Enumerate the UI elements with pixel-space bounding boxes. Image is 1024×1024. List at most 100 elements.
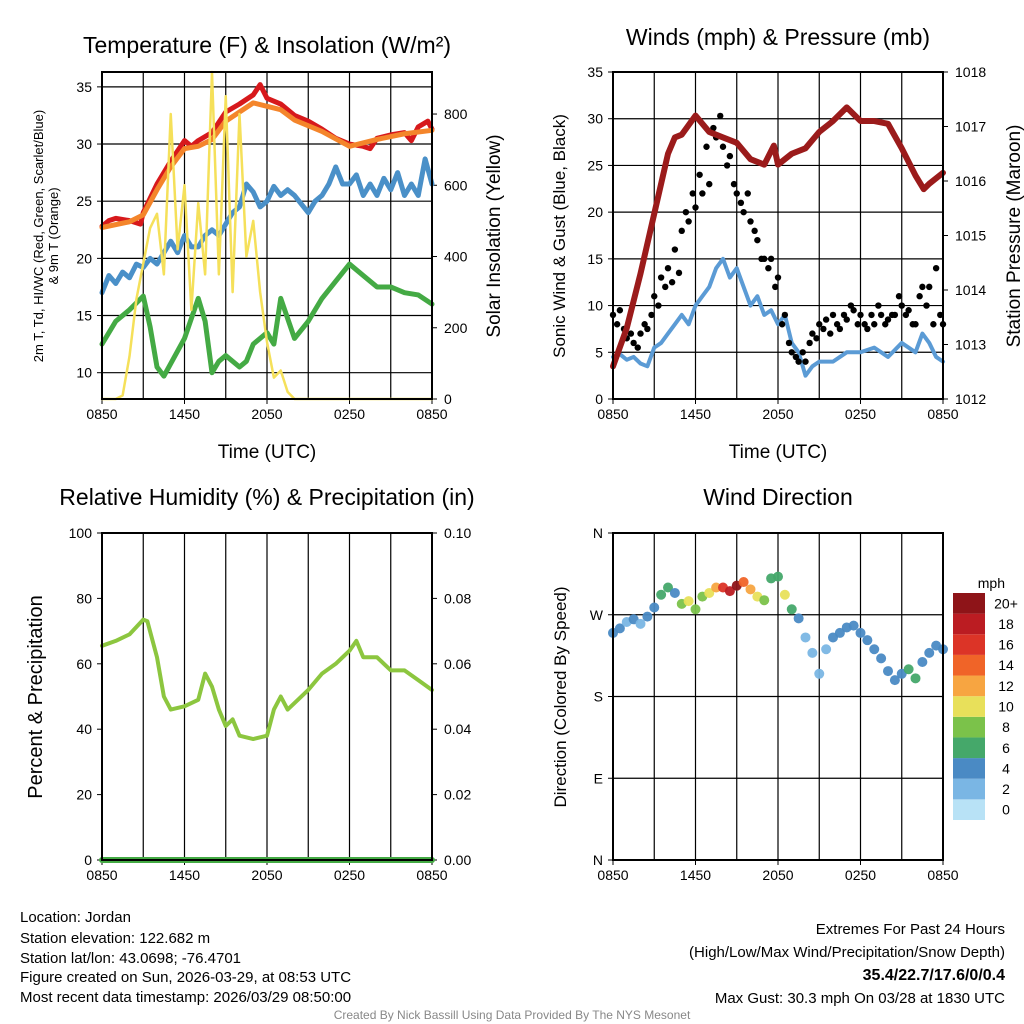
credit-line: Created By Nick Bassill Using Data Provi… [334,1008,691,1022]
gust-point [754,236,761,244]
direction-point [910,673,921,684]
colorbar-label: 6 [1002,740,1010,756]
direction-point [924,647,935,658]
direction-point [814,668,825,679]
gust-point [923,302,930,309]
winds-x-label: Time (UTC) [729,442,828,463]
temperature-xtick-label: 0850 [86,406,117,422]
sonic-wind-line [611,256,945,378]
gust-point [895,293,903,300]
humidity-ytick-label: 100 [69,525,93,541]
gust-point [813,335,820,342]
gust-point [668,279,676,286]
gust-point [648,311,655,319]
colorbar-label: 10 [998,699,1014,715]
temperature-ytick-right-label: 600 [444,177,468,193]
humidity-ytick-right-label: 0.06 [444,656,471,672]
humidity-ytick-right-label: 0.00 [444,852,471,868]
colorbar-label: 12 [998,678,1014,694]
humidity-ytick-right-label: 0.08 [444,590,471,606]
gust-point [871,321,878,328]
gust-point [717,112,724,120]
gust-point [774,274,782,281]
gust-point [809,330,816,337]
gust-point [726,152,734,160]
direction-point [704,587,715,598]
direction-point [786,604,797,615]
colorbar-swatch [953,737,985,759]
gust-point [877,311,885,319]
gust-point [926,283,933,291]
temperature-ytick-label: 35 [76,79,92,95]
humidity-xtick-label: 0850 [416,867,447,883]
gust-point [833,321,841,328]
gust-point [706,180,713,188]
colorbar-swatch [953,696,985,717]
direction-xtick-label: 0850 [927,867,958,883]
winds-ytick-label: 35 [587,64,603,80]
winds-xtick-label: 1450 [680,406,711,422]
gust-point [664,265,672,272]
gust-point [778,321,786,328]
humidity-ytick-right-label: 0.10 [444,525,471,541]
gust-point [655,302,662,309]
gust-point [733,190,740,197]
gust-point [806,339,813,347]
humidity-ytick-label: 60 [76,656,92,672]
direction-ytick-label: N [593,525,603,541]
gust-point [662,283,669,291]
direction-point [683,596,694,607]
humidity-xtick-label: 2050 [251,867,282,883]
gust-point [637,330,644,337]
direction-point [917,656,928,667]
temperature-ytick-label: 10 [76,365,92,381]
winds-ytick-label: 15 [587,251,603,267]
direction-point [779,589,790,600]
direction-point [649,602,660,613]
gust-point [634,344,641,351]
direction-point [883,666,893,677]
footer-latlon: Station lat/lon: 43.0698; -76.4701 [20,950,241,967]
colorbar-label: 8 [1002,719,1010,735]
gust-point [671,246,679,253]
winds-xtick-label: 0250 [845,406,876,422]
humidity-xtick-label: 0850 [86,867,117,883]
direction-point [669,587,680,598]
colorbar-swatch [953,593,985,614]
humidity-xtick-label: 1450 [169,867,200,883]
direction-ytick-label: E [594,770,603,786]
footer-created: Figure created on Sun, 2026-03-29, at 08… [20,969,351,986]
direction-xtick-label: 2050 [762,867,793,883]
direction-point [642,611,653,622]
winds-ytick-right-label: 1017 [955,119,986,135]
direction-point [690,604,701,615]
gust-point [767,255,775,263]
winds-ytick-label: 10 [587,298,603,314]
gust-point [675,269,683,277]
footer-elevation: Station elevation: 122.682 m [20,930,210,947]
humidity-xtick-label: 0250 [334,867,365,883]
gust-point [685,218,692,225]
colorbar-label: 16 [998,637,1014,653]
direction-ytick-label: S [594,689,603,705]
gust-point [696,171,703,178]
gust-point [751,227,758,235]
gust-point [765,265,772,272]
gust-point [875,302,882,309]
winds-ytick-right-label: 1012 [955,391,986,407]
gust-point [847,302,855,309]
winds-ytick-label: 20 [587,204,603,220]
direction-point [855,627,866,638]
gust-point [699,190,706,197]
gust-point [868,311,875,319]
extremes-legend: (High/Low/Max Wind/Precipitation/Snow De… [689,944,1005,961]
temperature-ytick-right-label: 200 [444,320,468,336]
winds-ytick-label: 0 [595,391,603,407]
direction-point [724,586,735,597]
gust-point [850,307,857,314]
direction-point [834,627,845,638]
gust-point [772,283,779,291]
direction-ytick-label: W [590,607,604,623]
temperature-x-label: Time (UTC) [218,442,317,463]
